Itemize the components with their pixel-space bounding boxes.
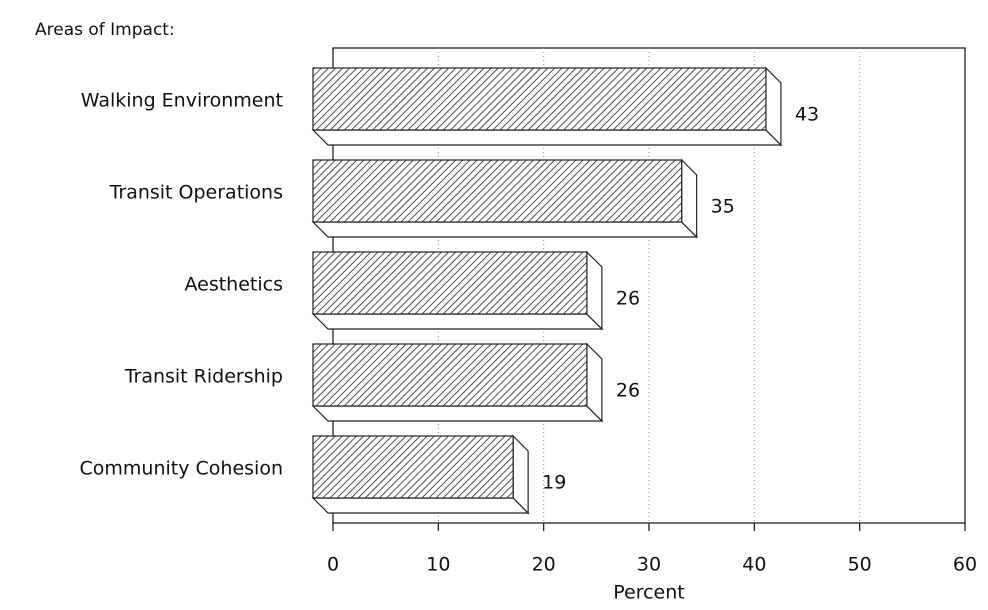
x-axis-label: Percent xyxy=(613,582,685,604)
x-tick-label: 50 xyxy=(848,554,872,576)
x-tick-label: 40 xyxy=(742,554,766,576)
value-label: 35 xyxy=(711,196,735,218)
value-label: 19 xyxy=(542,472,566,494)
x-tick-label: 30 xyxy=(637,554,661,576)
y-tick-label: Community Cohesion xyxy=(80,458,283,480)
bar xyxy=(312,159,683,223)
value-label: 26 xyxy=(616,380,640,402)
x-tick-label: 60 xyxy=(953,554,977,576)
x-tick-label: 0 xyxy=(327,554,339,576)
y-tick-label: Walking Environment xyxy=(81,90,283,112)
bar-bottom xyxy=(311,497,530,514)
y-tick-label: Transit Operations xyxy=(109,182,283,204)
bar xyxy=(312,67,767,131)
chart-title: Areas of Impact: xyxy=(35,20,175,40)
bar xyxy=(312,435,514,499)
value-label: 43 xyxy=(795,104,819,126)
bar xyxy=(312,251,588,315)
x-tick-label: 20 xyxy=(532,554,556,576)
y-tick-label: Transit Ridership xyxy=(124,366,283,388)
y-tick-label: Aesthetics xyxy=(184,274,283,296)
bar-bottom xyxy=(311,313,604,330)
bar-bottom xyxy=(311,405,604,422)
x-tick-label: 10 xyxy=(426,554,450,576)
value-label: 26 xyxy=(616,288,640,310)
bar xyxy=(312,343,588,407)
bar-bottom xyxy=(311,129,783,146)
bar-bottom xyxy=(311,221,699,238)
